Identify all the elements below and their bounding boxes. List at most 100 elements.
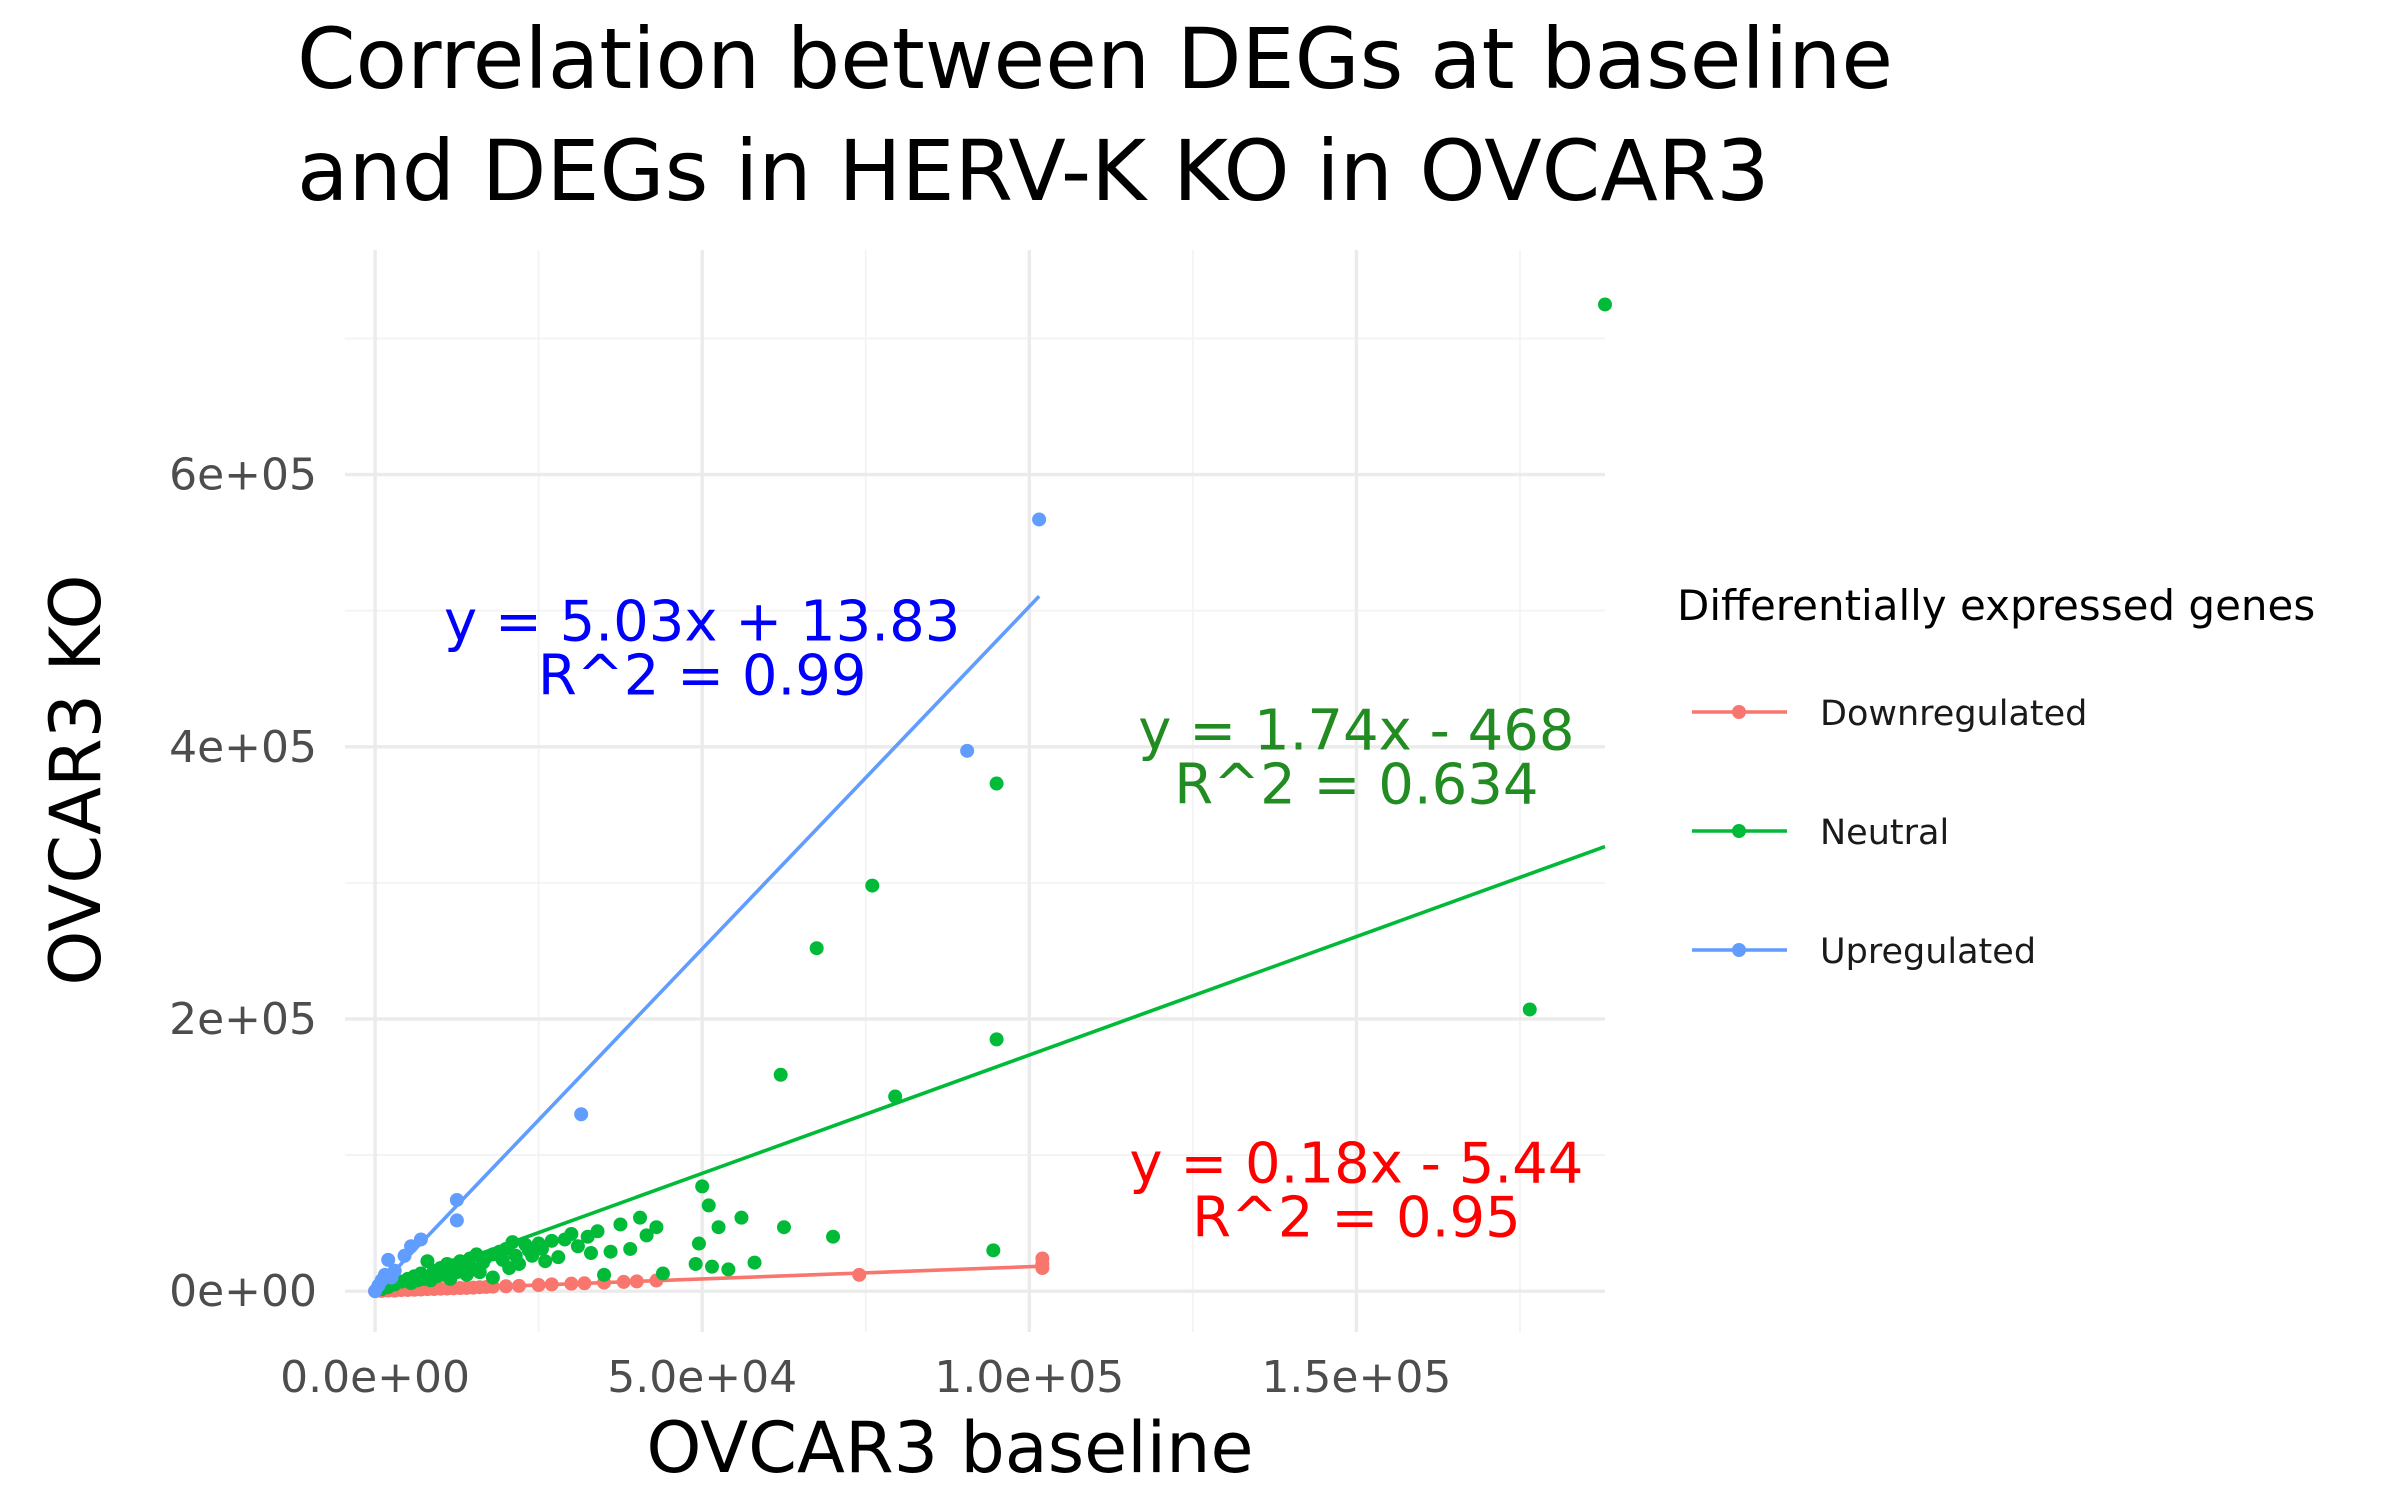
data-point-neutral: [603, 1244, 618, 1259]
data-point-upregulated: [381, 1252, 396, 1267]
legend-entry-upregulated: Upregulated: [1692, 932, 2036, 972]
legend-key-point: [1732, 824, 1746, 838]
fit-line-upregulated: [373, 595, 1041, 1293]
data-point-neutral: [826, 1229, 841, 1244]
x-tick-label: 0.0e+00: [280, 1352, 470, 1403]
legend-entry-downregulated: Downregulated: [1692, 694, 2087, 734]
data-point-upregulated: [413, 1232, 428, 1247]
legend: Differentially expressed genes Downregul…: [1677, 581, 2315, 972]
data-point-neutral: [705, 1259, 720, 1274]
data-point-neutral: [989, 776, 1004, 791]
data-point-neutral: [551, 1250, 566, 1265]
data-point-neutral: [776, 1220, 791, 1235]
r-squared-neutral: R^2 = 0.634: [1174, 752, 1538, 817]
data-point-upregulated: [397, 1248, 412, 1263]
data-point-neutral: [1522, 1002, 1537, 1017]
equation-downregulated: y = 0.18x - 5.44: [1129, 1131, 1583, 1196]
data-point-upregulated: [384, 1270, 399, 1285]
x-axis-title: OVCAR3 baseline: [646, 1407, 1253, 1489]
y-tick-label: 0e+00: [169, 1266, 317, 1317]
data-point-neutral: [613, 1217, 628, 1232]
data-point-neutral: [773, 1067, 788, 1082]
data-point-downregulated: [564, 1276, 579, 1291]
data-point-neutral: [538, 1254, 553, 1269]
data-point-downregulated: [498, 1279, 513, 1294]
data-point-neutral: [649, 1220, 664, 1235]
data-point-neutral: [557, 1232, 572, 1247]
chart-title: Correlation between DEGs at baseline and…: [297, 10, 1893, 220]
data-point-neutral: [1598, 297, 1612, 312]
legend-label: Upregulated: [1820, 932, 2036, 972]
legend-title: Differentially expressed genes: [1677, 581, 2315, 630]
data-point-neutral: [420, 1254, 435, 1269]
data-point-neutral: [404, 1276, 419, 1291]
data-point-neutral: [639, 1228, 654, 1243]
data-point-neutral: [623, 1241, 638, 1256]
data-point-upregulated: [368, 1284, 383, 1299]
y-tick-label: 4e+05: [169, 722, 317, 773]
chart-title-line-1: Correlation between DEGs at baseline: [297, 10, 1893, 108]
data-point-neutral: [521, 1243, 536, 1258]
data-point-downregulated: [616, 1274, 631, 1289]
data-point-neutral: [888, 1089, 903, 1104]
y-tick-label: 2e+05: [169, 994, 317, 1045]
equation-upregulated: y = 5.03x + 13.83: [444, 590, 960, 655]
data-point-neutral: [570, 1239, 585, 1254]
data-point-neutral: [430, 1269, 445, 1284]
equation-neutral: y = 1.74x - 468: [1138, 698, 1574, 763]
data-point-neutral: [476, 1255, 491, 1270]
data-point-neutral: [508, 1248, 523, 1263]
data-point-downregulated: [577, 1276, 592, 1291]
data-point-upregulated: [1032, 512, 1047, 527]
data-point-neutral: [597, 1267, 612, 1282]
x-tick-label: 5.0e+04: [607, 1352, 797, 1403]
legend-label: Neutral: [1820, 813, 1949, 853]
x-tick-label: 1.5e+05: [1261, 1352, 1451, 1403]
data-point-downregulated: [544, 1277, 559, 1292]
data-point-neutral: [711, 1220, 726, 1235]
data-point-neutral: [580, 1229, 595, 1244]
data-point-upregulated: [449, 1213, 464, 1228]
data-point-neutral: [986, 1243, 1001, 1258]
tick-labels: 0.0e+00 5.0e+04 1.0e+05 1.5e+05 0e+00 2e+05 4e…: [169, 450, 1451, 1403]
data-point-neutral: [721, 1262, 736, 1277]
y-tick-label: 6e+05: [169, 450, 317, 501]
data-point-neutral: [655, 1266, 670, 1281]
data-point-neutral: [485, 1270, 500, 1285]
data-point-upregulated: [449, 1192, 464, 1207]
fit-line-neutral: [374, 844, 1606, 1294]
data-point-neutral: [695, 1179, 710, 1194]
data-point-neutral: [544, 1233, 559, 1248]
r-squared-upregulated: R^2 = 0.99: [538, 644, 867, 709]
chart-title-line-2: and DEGs in HERV-K KO in OVCAR3: [297, 122, 1770, 220]
data-point-downregulated: [512, 1278, 527, 1293]
x-tick-label: 1.0e+05: [934, 1352, 1124, 1403]
data-point-neutral: [701, 1198, 716, 1213]
data-point-downregulated: [1035, 1251, 1050, 1266]
data-point-downregulated: [531, 1278, 546, 1293]
legend-label: Downregulated: [1820, 694, 2087, 734]
data-points: [368, 297, 1612, 1299]
data-point-neutral: [691, 1236, 706, 1251]
legend-entry-neutral: Neutral: [1692, 813, 1949, 853]
data-point-neutral: [583, 1246, 598, 1261]
fit-equations: y = 0.18x - 5.44R^2 = 0.95 y = 1.74x - 46…: [444, 590, 1583, 1251]
data-point-neutral: [495, 1252, 510, 1267]
data-point-neutral: [633, 1210, 648, 1225]
legend-entries: Downregulated Neutral Upregulated: [1692, 694, 2087, 972]
data-point-downregulated: [629, 1274, 644, 1289]
legend-key-point: [1732, 705, 1746, 719]
data-point-neutral: [734, 1210, 749, 1225]
data-point-neutral: [989, 1032, 1004, 1047]
data-point-neutral: [449, 1265, 464, 1280]
data-point-neutral: [534, 1241, 549, 1256]
data-point-neutral: [865, 878, 880, 893]
data-point-upregulated: [574, 1107, 589, 1122]
data-point-upregulated: [960, 743, 975, 758]
data-point-neutral: [747, 1255, 762, 1270]
y-axis-title: OVCAR3 KO: [35, 574, 117, 985]
data-point-neutral: [688, 1256, 703, 1271]
legend-key-point: [1732, 943, 1746, 957]
data-point-neutral: [809, 941, 824, 956]
